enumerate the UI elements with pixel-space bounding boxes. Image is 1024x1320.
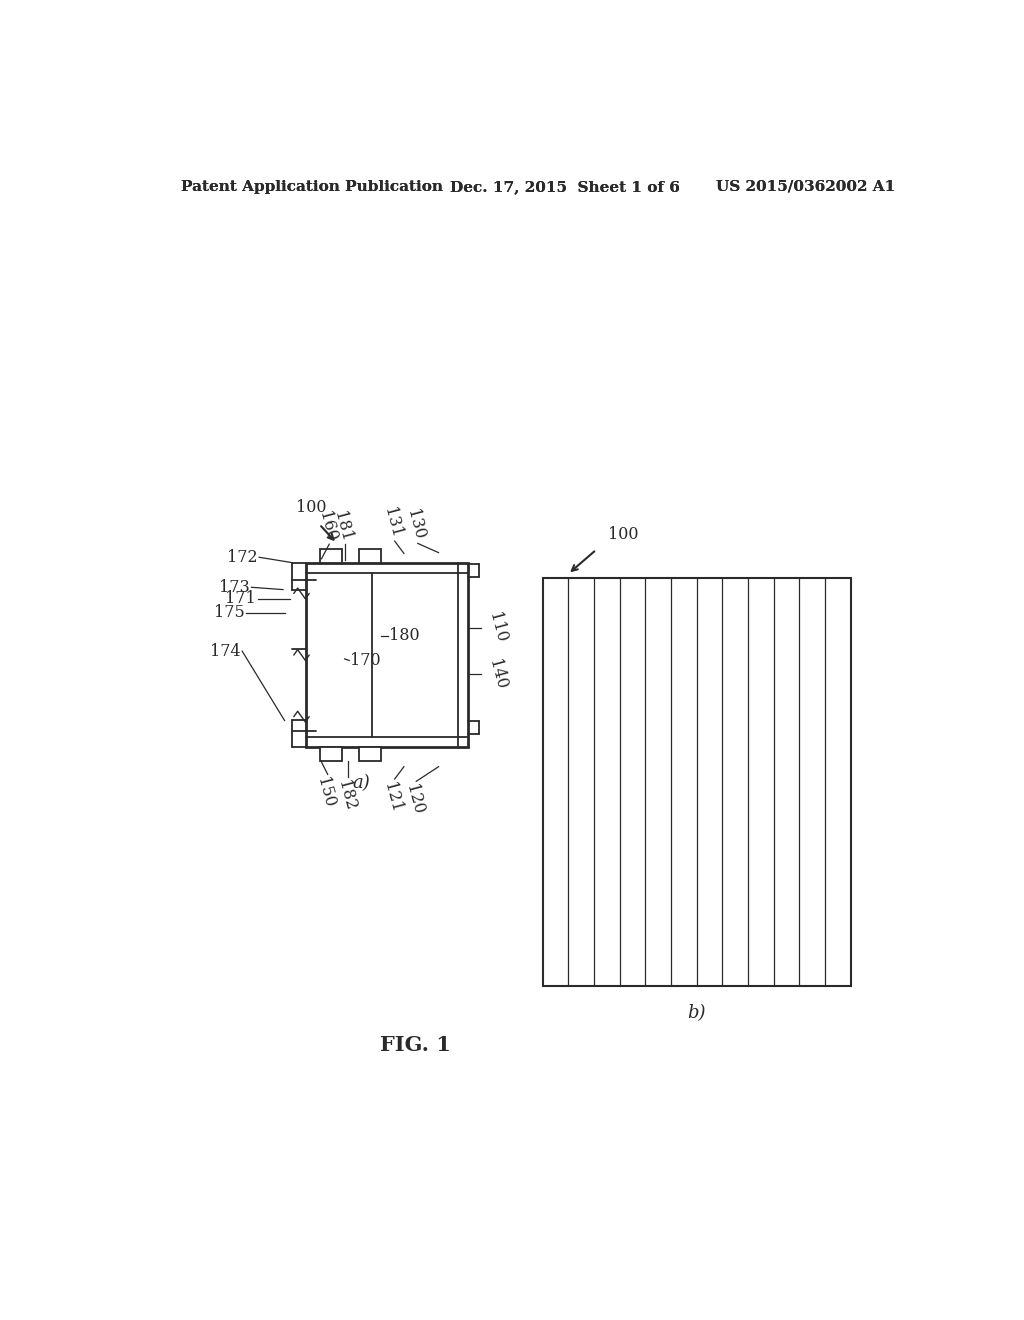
Text: Dec. 17, 2015  Sheet 1 of 6: Dec. 17, 2015 Sheet 1 of 6 — [451, 180, 680, 194]
Text: US 2015/0362002 A1: US 2015/0362002 A1 — [716, 180, 895, 194]
Text: 175: 175 — [214, 605, 245, 622]
Text: 120: 120 — [401, 783, 426, 817]
Bar — [543, 578, 851, 986]
Bar — [319, 549, 342, 562]
Text: Dec. 17, 2015  Sheet 1 of 6: Dec. 17, 2015 Sheet 1 of 6 — [451, 180, 680, 194]
Text: 100: 100 — [296, 499, 327, 516]
Bar — [359, 549, 381, 562]
Text: 131: 131 — [380, 506, 404, 540]
Text: 180: 180 — [388, 627, 419, 644]
Text: 181: 181 — [330, 510, 354, 544]
Text: FIG. 1: FIG. 1 — [380, 1035, 451, 1056]
Text: 110: 110 — [484, 611, 509, 645]
Text: 174: 174 — [210, 643, 241, 660]
Text: US 2015/0362002 A1: US 2015/0362002 A1 — [716, 180, 895, 194]
Text: b): b) — [687, 1003, 706, 1022]
Text: 171: 171 — [225, 590, 256, 607]
Text: Patent Application Publication: Patent Application Publication — [180, 180, 442, 194]
Text: 182: 182 — [334, 779, 358, 812]
Bar — [359, 747, 381, 762]
Text: 140: 140 — [484, 657, 509, 692]
Text: 170: 170 — [350, 652, 381, 669]
Bar — [319, 747, 342, 762]
Bar — [306, 562, 468, 747]
Text: 160: 160 — [314, 510, 339, 544]
Text: Patent Application Publication: Patent Application Publication — [180, 180, 442, 194]
Text: 173: 173 — [219, 578, 250, 595]
Text: 100: 100 — [608, 527, 638, 544]
Text: 172: 172 — [227, 549, 258, 566]
Text: 130: 130 — [403, 508, 428, 543]
Text: a): a) — [352, 775, 371, 792]
Text: 150: 150 — [313, 776, 338, 810]
Text: 121: 121 — [380, 780, 404, 814]
